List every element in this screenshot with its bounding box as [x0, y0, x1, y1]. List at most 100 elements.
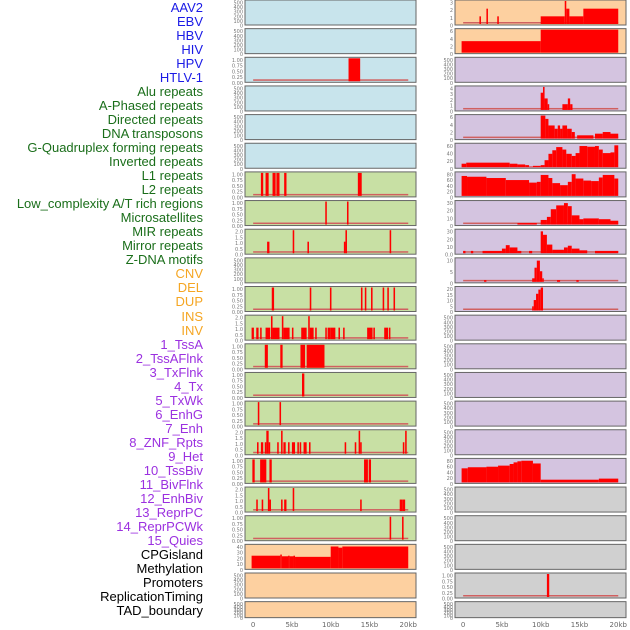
y-tick-label: 400: [233, 120, 243, 126]
data-bar: [525, 165, 530, 168]
data-bar: [610, 220, 619, 225]
track-label: 9_Het: [168, 448, 203, 464]
data-bar: [329, 287, 332, 311]
y-tick-label: 200: [233, 611, 243, 617]
y-tick-label: 20: [447, 159, 453, 165]
y-tick-label: 1.0: [235, 327, 243, 333]
panel-background: [244, 228, 417, 255]
data-bar: [307, 241, 309, 254]
data-bar: [571, 248, 580, 254]
data-bar: [265, 327, 271, 340]
data-bar: [301, 327, 307, 340]
y-tick-label: 200: [233, 43, 243, 49]
y-tick-label: 0.25: [232, 304, 243, 310]
y-tick-label: 0: [450, 81, 453, 87]
y-tick-label: 10: [447, 299, 453, 305]
data-bar: [591, 181, 599, 196]
data-bar: [534, 267, 537, 282]
panel-background: [244, 0, 417, 26]
track-panel: 6 42 0: [450, 28, 627, 58]
track-label: Methylation: [136, 560, 203, 576]
data-bar: [517, 164, 526, 168]
panel-background: [454, 343, 627, 370]
panel-background: [454, 429, 627, 456]
data-bar: [358, 430, 361, 454]
y-tick-label: 100: [233, 613, 243, 619]
y-tick-label: 500: [233, 602, 243, 608]
y-tick-label: 300: [443, 439, 453, 445]
x-tick-label: 5kb: [495, 621, 509, 629]
data-bar: [295, 556, 331, 569]
y-tick-label: 0.50: [232, 356, 243, 362]
data-bar: [501, 248, 506, 254]
y-tick-label: 40: [447, 151, 453, 157]
y-tick-label: 100: [233, 277, 243, 283]
data-bar: [388, 327, 391, 340]
baseline: [253, 79, 409, 81]
x-tick-label: 10kb: [322, 621, 340, 629]
y-tick-label: 400: [443, 320, 453, 326]
track-label: L1 repeats: [141, 168, 203, 184]
data-bar: [540, 174, 549, 196]
y-tick-label: 200: [443, 530, 453, 536]
panel-background: [244, 371, 417, 398]
panel-background: [244, 200, 417, 227]
y-tick-label: 300: [233, 153, 243, 159]
panel-background: [244, 601, 417, 619]
data-bar: [343, 241, 346, 254]
data-bar: [256, 327, 259, 340]
y-tick-label: 1.0: [235, 241, 243, 247]
y-tick-label: 15: [447, 293, 453, 299]
data-bar: [540, 287, 544, 311]
y-tick-label: 10: [447, 245, 453, 251]
data-bar: [486, 466, 499, 483]
data-bar: [399, 499, 403, 512]
y-tick-label: 100: [443, 563, 453, 569]
y-tick-label: 40: [237, 545, 243, 551]
x-tick-label: 20kb: [610, 621, 628, 629]
track-label: 4_Tx: [174, 378, 203, 394]
panel-background: [454, 228, 627, 255]
data-bar: [536, 293, 539, 311]
track-label: 8_ZNF_Rpts: [129, 434, 203, 450]
y-tick-label: 4: [450, 123, 453, 129]
data-bar: [327, 327, 331, 340]
y-tick-label: 0.00: [232, 81, 243, 87]
panel-background: [454, 515, 627, 542]
y-tick-label: 0.25: [232, 476, 243, 482]
y-tick-label: 20: [237, 556, 243, 562]
y-tick-label: 100: [233, 134, 243, 140]
data-bar: [562, 149, 567, 168]
track-label: 14_ReprPCWk: [116, 518, 203, 534]
y-tick-label: 0: [450, 425, 453, 431]
track-label: 12_EnhBiv: [140, 490, 203, 506]
y-tick-label: 0.5: [235, 247, 243, 253]
y-tick-label: 300: [233, 96, 243, 102]
panel-background: [454, 314, 627, 341]
track-label: HIV: [181, 42, 203, 58]
data-bar: [303, 442, 307, 454]
data-bar: [393, 287, 396, 311]
y-tick-label: 40: [447, 470, 453, 476]
y-tick-label: 0.00: [232, 396, 243, 402]
data-bar: [268, 442, 271, 454]
data-bar: [594, 133, 603, 139]
y-tick-label: 1: [450, 16, 453, 22]
data-bar: [266, 430, 269, 454]
y-tick-label: 400: [443, 605, 453, 611]
y-tick-label: 500: [233, 144, 243, 150]
track-panel: 1.000.750.500.250.00: [232, 200, 417, 230]
data-bar: [505, 180, 530, 196]
y-tick-label: 300: [233, 38, 243, 44]
y-tick-label: 300: [443, 608, 453, 614]
panel-background: [244, 486, 417, 513]
panel-background: [244, 457, 417, 484]
y-tick-label: 1.00: [442, 574, 453, 580]
panel-background: [454, 601, 627, 619]
panel-background: [454, 543, 627, 570]
data-bar: [569, 16, 584, 24]
data-bar: [583, 8, 619, 24]
